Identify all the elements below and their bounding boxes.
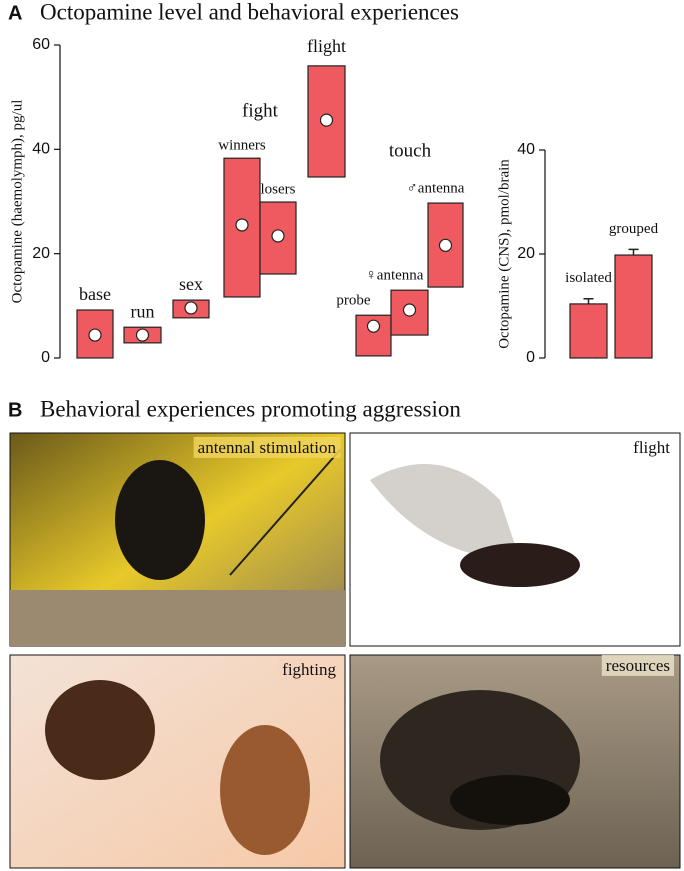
cricket — [220, 725, 310, 855]
panel-title: Octopamine level and behavioral experien… — [40, 0, 459, 24]
y-axis-label: Octopamine (haemolymph), pg/ul — [9, 100, 25, 304]
median-dot — [235, 218, 249, 232]
photo-caption: flight — [633, 438, 670, 457]
category-label: flight — [307, 36, 346, 56]
median-dot — [438, 238, 453, 252]
category-label: probe — [336, 293, 370, 309]
category-label: ♀antenna — [366, 268, 424, 284]
bar — [569, 303, 608, 359]
category-label: grouped — [609, 221, 659, 237]
cricket — [450, 775, 570, 825]
y-tick-label: 0 — [41, 349, 50, 366]
category-label: sex — [179, 274, 203, 294]
median-dot — [88, 328, 102, 342]
caption-bg — [278, 658, 341, 680]
y-tick-label: 40 — [32, 141, 50, 158]
median-dot — [402, 303, 417, 317]
panel-title: Behavioral experiences promoting aggress… — [40, 396, 461, 421]
photo-caption: fighting — [282, 660, 336, 679]
photo-caption: resources — [606, 656, 670, 675]
ground — [10, 590, 345, 646]
caption-bg — [193, 436, 341, 458]
cricket — [45, 680, 155, 780]
range-box — [390, 289, 429, 336]
category-label: base — [79, 284, 111, 304]
category-label: ♂antenna — [407, 181, 465, 197]
cricket — [460, 543, 580, 587]
category-label: losers — [261, 181, 296, 197]
group-label: touch — [389, 140, 432, 161]
range-box — [427, 202, 464, 288]
photo-caption: antennal stimulation — [198, 438, 337, 457]
error-bar — [628, 248, 639, 256]
median-dot — [271, 229, 285, 243]
photos — [9, 432, 681, 869]
caption-bg — [601, 654, 674, 676]
median-dot — [135, 328, 150, 342]
error-bar — [583, 297, 594, 304]
photo — [349, 432, 681, 647]
panel-label: B — [8, 399, 22, 421]
range-box — [355, 314, 392, 357]
median-dot — [366, 319, 381, 333]
y-tick-label: 20 — [32, 245, 50, 262]
category-label: isolated — [565, 270, 612, 286]
category-label: winners — [218, 138, 266, 154]
probe — [229, 449, 341, 576]
cricket — [115, 460, 205, 580]
y-tick-label: 60 — [32, 36, 50, 53]
y-tick-label: 40 — [517, 141, 535, 158]
wings — [370, 464, 520, 560]
median-dot — [184, 301, 198, 315]
group-label: fight — [242, 100, 279, 121]
panel-label: A — [8, 2, 22, 24]
caption-bg — [629, 436, 675, 458]
median-dot — [319, 113, 334, 127]
y-axis-label: Octopamine (CNS), pmol/brain — [496, 159, 512, 349]
y-tick-label: 0 — [526, 349, 535, 366]
y-tick-label: 20 — [517, 245, 535, 262]
category-label: run — [131, 301, 155, 321]
bar — [614, 254, 653, 359]
